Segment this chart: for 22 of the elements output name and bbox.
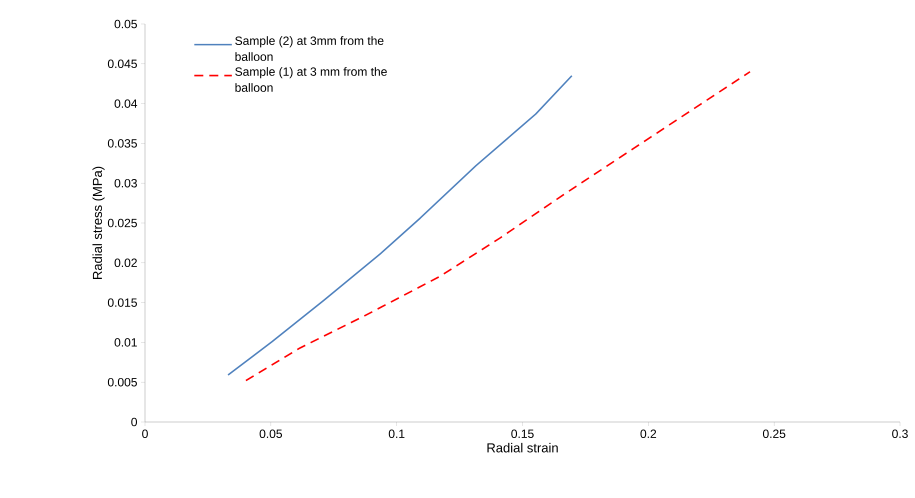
y-tick-label: 0.035 — [108, 139, 137, 148]
y-tick-label: 0.02 — [114, 258, 137, 268]
x-tick-label: 0.3 — [892, 430, 908, 438]
x-tick-label: 0.1 — [388, 430, 404, 438]
x-tick-label: 0 — [142, 430, 148, 438]
x-tick-label: 0.15 — [511, 430, 534, 438]
y-tick-label: 0.01 — [114, 338, 137, 347]
y-tick-label: 0.04 — [114, 99, 138, 108]
y-tick-label: 0.03 — [114, 178, 137, 188]
y-tick-label: 0.05 — [114, 20, 137, 28]
legend-label: Sample (1) at 3 mm from the balloon — [235, 67, 387, 92]
x-tick-label: 0.25 — [762, 430, 786, 438]
x-tick-label: 0.2 — [640, 430, 656, 438]
y-tick-label: 0.025 — [108, 218, 137, 228]
y-tick-label: 0.005 — [108, 378, 137, 386]
legend-label: Sample (2) at 3mm from the balloon — [235, 36, 384, 61]
y-tick-label: 0 — [131, 418, 138, 426]
y-axis-title: Radial stress (MPa) — [92, 166, 105, 280]
x-axis-title: Radial strain — [487, 442, 558, 452]
y-tick-label: 0.045 — [108, 60, 137, 68]
x-tick-label: 0.05 — [260, 430, 282, 438]
y-tick-label: 0.015 — [108, 298, 137, 307]
